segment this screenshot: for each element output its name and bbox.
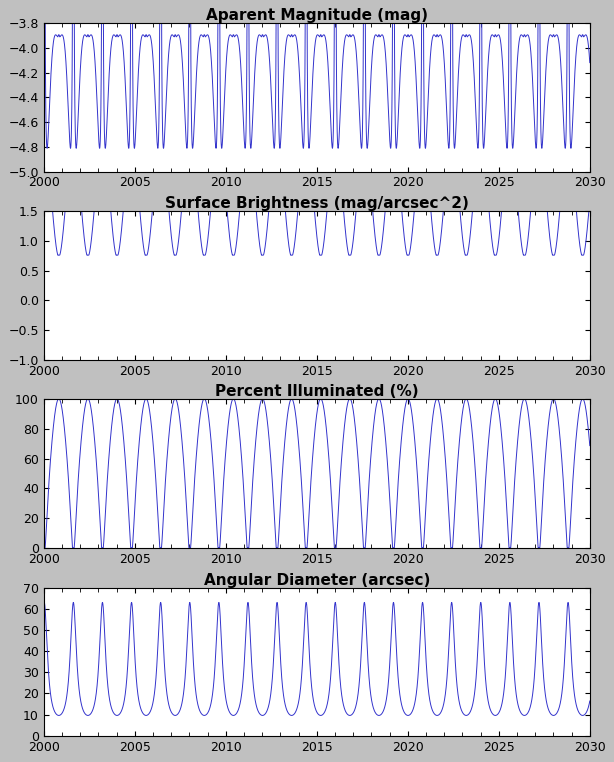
Title: Percent Illuminated (%): Percent Illuminated (%) bbox=[215, 385, 419, 399]
Title: Aparent Magnitude (mag): Aparent Magnitude (mag) bbox=[206, 8, 428, 24]
Title: Surface Brightness (mag/arcsec^2): Surface Brightness (mag/arcsec^2) bbox=[165, 197, 468, 211]
Title: Angular Diameter (arcsec): Angular Diameter (arcsec) bbox=[204, 572, 430, 588]
